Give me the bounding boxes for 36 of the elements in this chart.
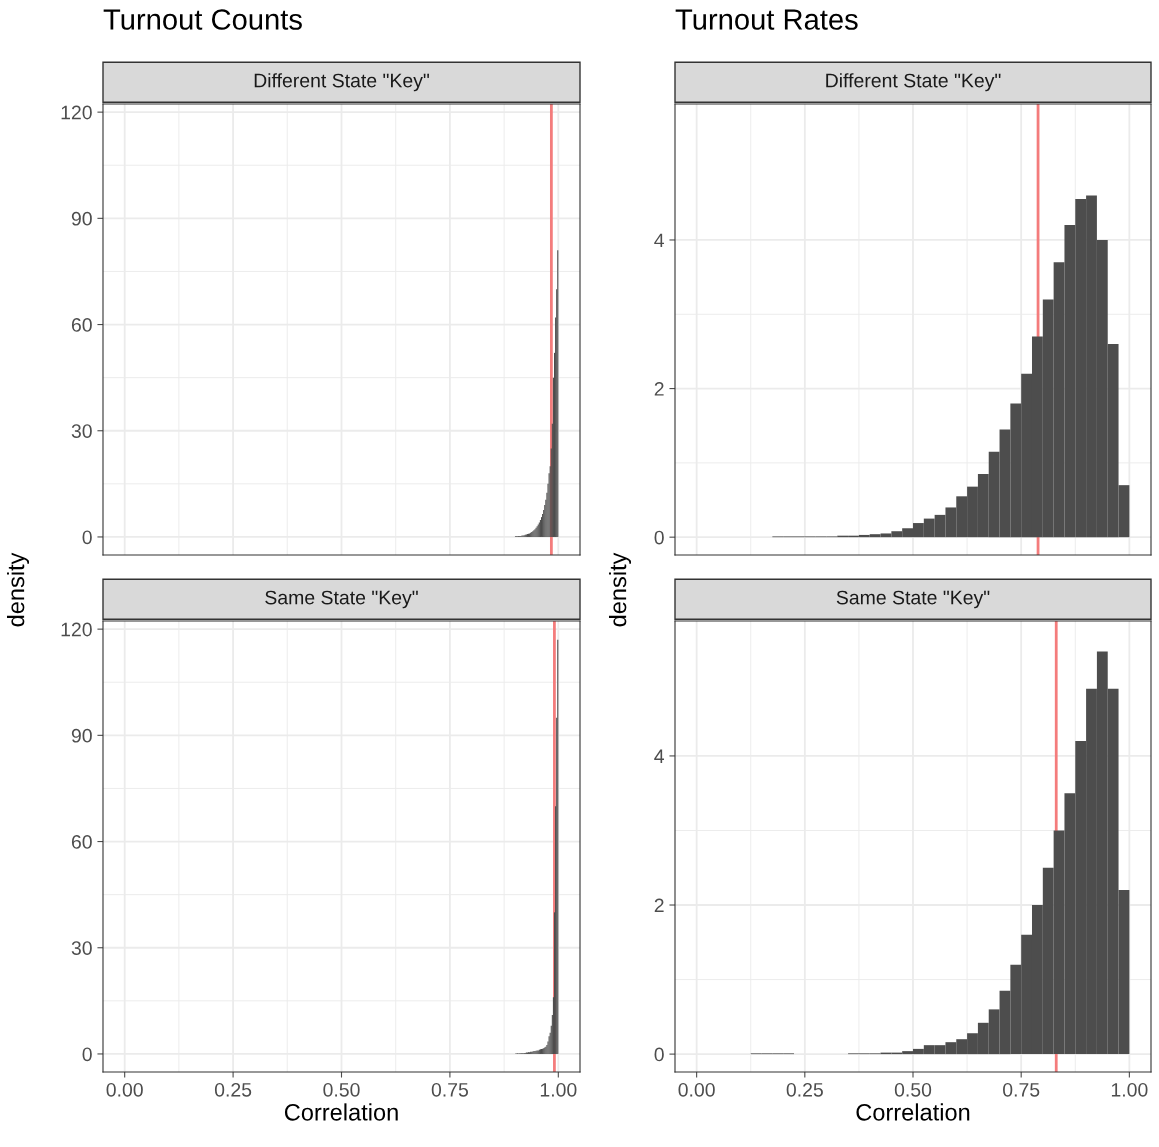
y-tick-label: 2 [654,382,664,396]
x-tick-label: 0.50 [323,1082,360,1097]
x-tick-label: 1.00 [540,1082,577,1097]
y-tick-label: 2 [654,898,664,913]
y-tick-label: 120 [61,105,92,120]
x-axis-title: Correlation [856,1103,970,1121]
y-tick-label: 30 [71,941,92,955]
y-tick-label: 90 [71,728,92,743]
y-tick-label: 4 [654,749,665,763]
x-tick-label: 0.75 [431,1082,469,1097]
chart-subtitle: Different State "Key" [254,73,430,92]
chart-subtitle: Same State "Key" [265,590,418,609]
x-axis-title: Correlation [284,1103,398,1121]
y-tick-label: 60 [71,318,92,332]
y-tick-label: 4 [654,233,665,248]
x-tick-label: 0.25 [786,1082,823,1097]
chart-subtitle: Same State "Key" [836,590,990,609]
x-tick-label: 0.00 [106,1082,143,1097]
y-tick-label: 120 [61,622,92,637]
y-axis-title: density [608,552,632,627]
chart-title: Turnout Rates [675,9,858,30]
y-tick-label: 0 [82,530,92,545]
y-tick-label: 0 [82,1047,92,1062]
y-tick-label: 30 [71,424,92,438]
chart-subtitle: Different State "Key" [826,73,1001,92]
x-tick-label: 0.00 [678,1082,715,1097]
y-tick-label: 60 [71,835,92,849]
y-tick-label: 0 [654,530,664,545]
x-tick-label: 0.50 [894,1082,932,1097]
y-tick-label: 90 [71,211,92,226]
x-tick-label: 0.25 [214,1082,252,1097]
y-tick-label: 0 [654,1047,664,1062]
x-tick-label: 0.75 [1003,1082,1040,1097]
chart-title: Turnout Counts [103,9,302,30]
x-tick-label: 1.00 [1111,1082,1148,1097]
y-axis-title: density [7,552,30,627]
